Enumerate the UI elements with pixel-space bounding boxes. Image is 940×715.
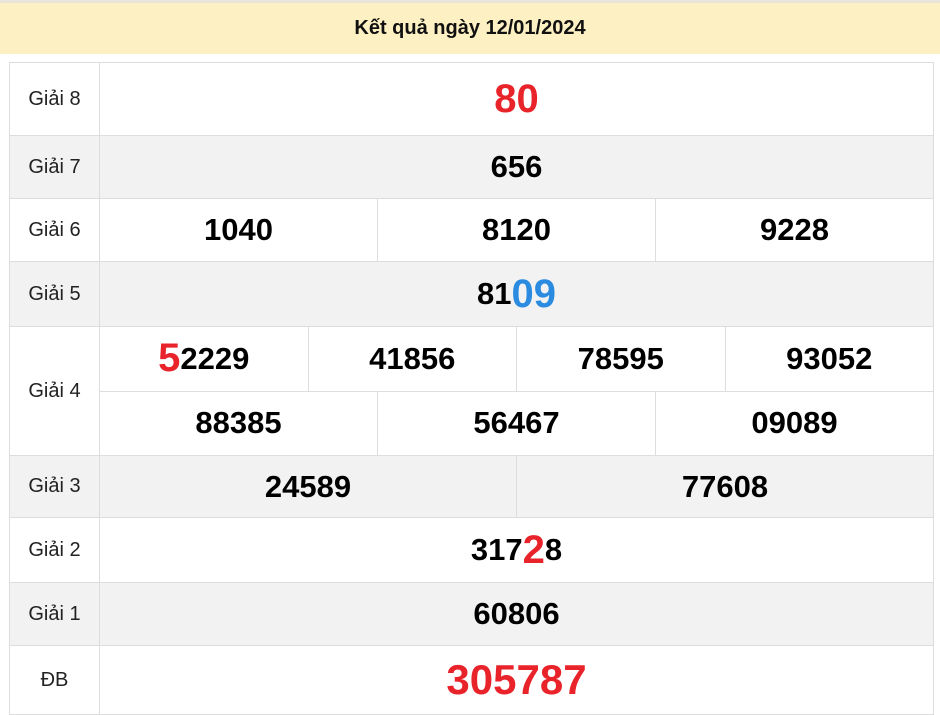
prize-number: 78595 bbox=[516, 327, 725, 391]
number-part: 81 bbox=[477, 276, 512, 311]
prize-number: 5 2229 bbox=[100, 327, 308, 391]
prize-label: Giải 8 bbox=[10, 63, 100, 135]
prize-number: 41856 bbox=[307, 327, 517, 391]
prize-number: 1040 bbox=[204, 212, 273, 247]
prize-number: 88385 bbox=[195, 405, 282, 441]
highlighted-digits: 09 bbox=[511, 271, 556, 316]
prize-number: 9228 bbox=[655, 199, 933, 261]
results-title: Kết quả ngày 12/01/2024 bbox=[0, 0, 940, 54]
prize-label: Giải 5 bbox=[10, 262, 100, 326]
row-giai-2: Giải 2 317 2 8 bbox=[10, 518, 933, 583]
results-table: Giải 8 80 Giải 7 656 Giải 6 1040 8120 92… bbox=[9, 62, 934, 715]
prize-number: 8120 bbox=[377, 199, 655, 261]
number-part: 8 bbox=[544, 532, 563, 567]
prize-label: ĐB bbox=[10, 646, 100, 714]
highlighted-digits: 2 bbox=[522, 527, 545, 572]
prize-number: 80 bbox=[494, 76, 539, 121]
number-part: 317 bbox=[470, 532, 523, 567]
prize-label: Giải 2 bbox=[10, 518, 100, 582]
number-part: 2229 bbox=[180, 340, 250, 376]
row-giai-8: Giải 8 80 bbox=[10, 63, 933, 136]
prize-number: 77608 bbox=[516, 456, 933, 517]
row-giai-6: Giải 6 1040 8120 9228 bbox=[10, 199, 933, 262]
prize-number: 24589 bbox=[264, 468, 352, 504]
prize-label: Giải 7 bbox=[10, 136, 100, 198]
prize-number: 09089 bbox=[655, 391, 933, 455]
prize-label: Giải 3 bbox=[10, 456, 100, 517]
row-giai-3: Giải 3 24589 77608 bbox=[10, 456, 933, 518]
prize-label: Giải 4 bbox=[10, 327, 100, 455]
row-giai-1: Giải 1 60806 bbox=[10, 583, 933, 646]
prize-number: 60806 bbox=[473, 596, 560, 631]
prize-number: 93052 bbox=[724, 327, 934, 391]
special-prize-number: 305787 bbox=[446, 656, 587, 703]
prize-label: Giải 6 bbox=[10, 199, 100, 261]
row-giai-7: Giải 7 656 bbox=[10, 136, 933, 199]
prize-number: 56467 bbox=[377, 391, 655, 455]
prize-number: 656 bbox=[490, 149, 543, 184]
row-special-prize: ĐB 305787 bbox=[10, 646, 933, 714]
prize-number: 81 09 bbox=[100, 262, 933, 326]
row-giai-4: Giải 4 5 2229 41856 78595 93052 88385 564… bbox=[10, 327, 933, 456]
prize-label: Giải 1 bbox=[10, 583, 100, 645]
highlighted-digits: 5 bbox=[158, 336, 181, 381]
row-giai-5: Giải 5 81 09 bbox=[10, 262, 933, 327]
prize-number: 317 2 8 bbox=[100, 518, 933, 582]
